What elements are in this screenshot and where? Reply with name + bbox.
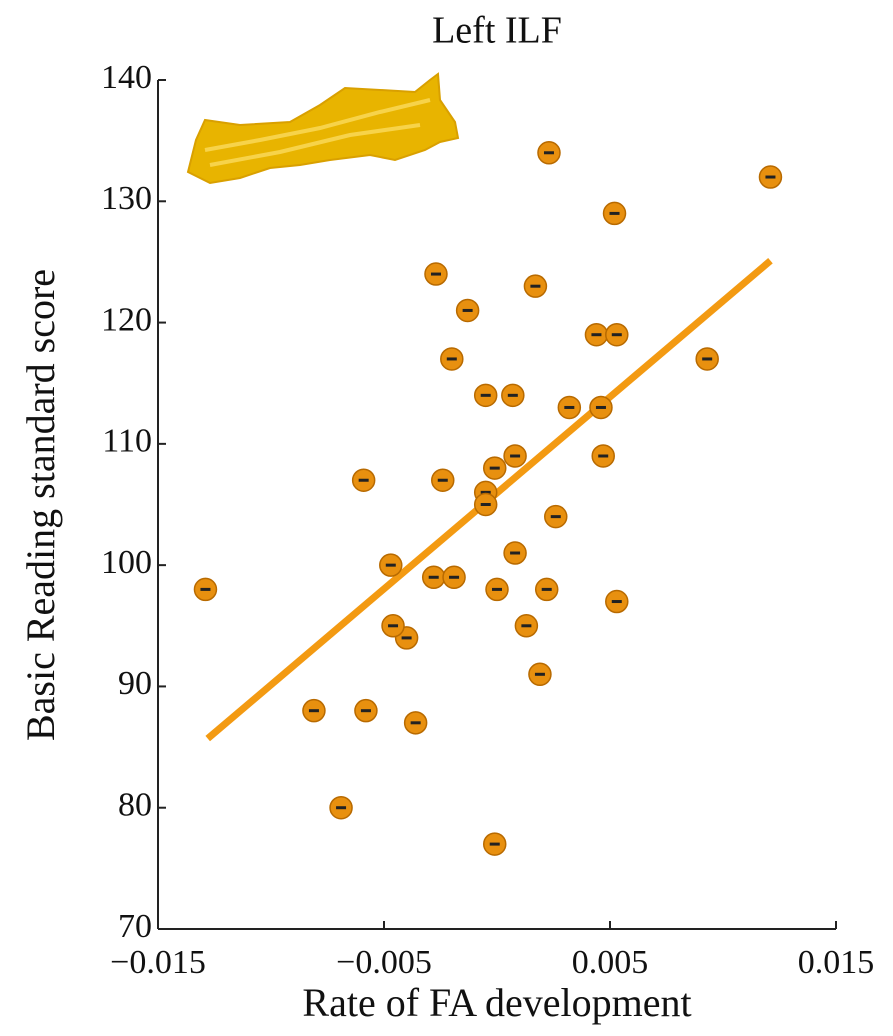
point [695,347,719,371]
point [302,698,326,723]
point [482,832,507,856]
point [421,565,446,590]
point [351,468,376,492]
point [605,589,629,614]
point [584,322,609,347]
y-axis-label: Basic Reading standard score [18,269,63,741]
point [534,577,559,602]
point [589,395,613,420]
point [431,468,455,492]
point [473,492,498,517]
point [440,347,464,371]
point [501,383,525,408]
point [503,541,527,565]
tract-image [186,72,460,185]
point [455,298,480,323]
point [482,456,507,480]
point [591,444,615,468]
point [379,553,403,577]
y-tick-label: 70 [118,908,152,945]
x-tick-label: 0.005 [572,944,649,981]
point [424,262,448,286]
y-tick-label: 100 [101,544,152,581]
point [605,322,629,347]
point [523,274,548,298]
point [544,504,568,529]
chart-title: Left ILF [432,10,562,52]
x-tick-label: −0.005 [336,944,432,981]
x-tick-label: 0.015 [798,944,875,981]
y-tick-label: 90 [118,665,152,702]
y-tick-label: 140 [101,59,152,96]
point [403,711,428,735]
point [503,444,527,468]
point [514,614,539,638]
point [329,795,353,820]
point [442,565,466,590]
y-tick-label: 80 [118,787,152,824]
y-tick-label: 110 [102,423,152,460]
point [354,698,378,723]
point [485,577,509,602]
point [602,201,627,226]
point [537,141,561,165]
point [528,662,552,687]
point [381,614,405,638]
point [193,577,218,602]
point [557,395,582,420]
x-axis-label: Rate of FA development [302,980,691,1025]
y-tick-label: 120 [101,301,152,338]
point [473,383,498,408]
y-tick-label: 130 [101,180,152,217]
point [758,165,783,189]
x-tick-label: −0.015 [110,944,206,981]
